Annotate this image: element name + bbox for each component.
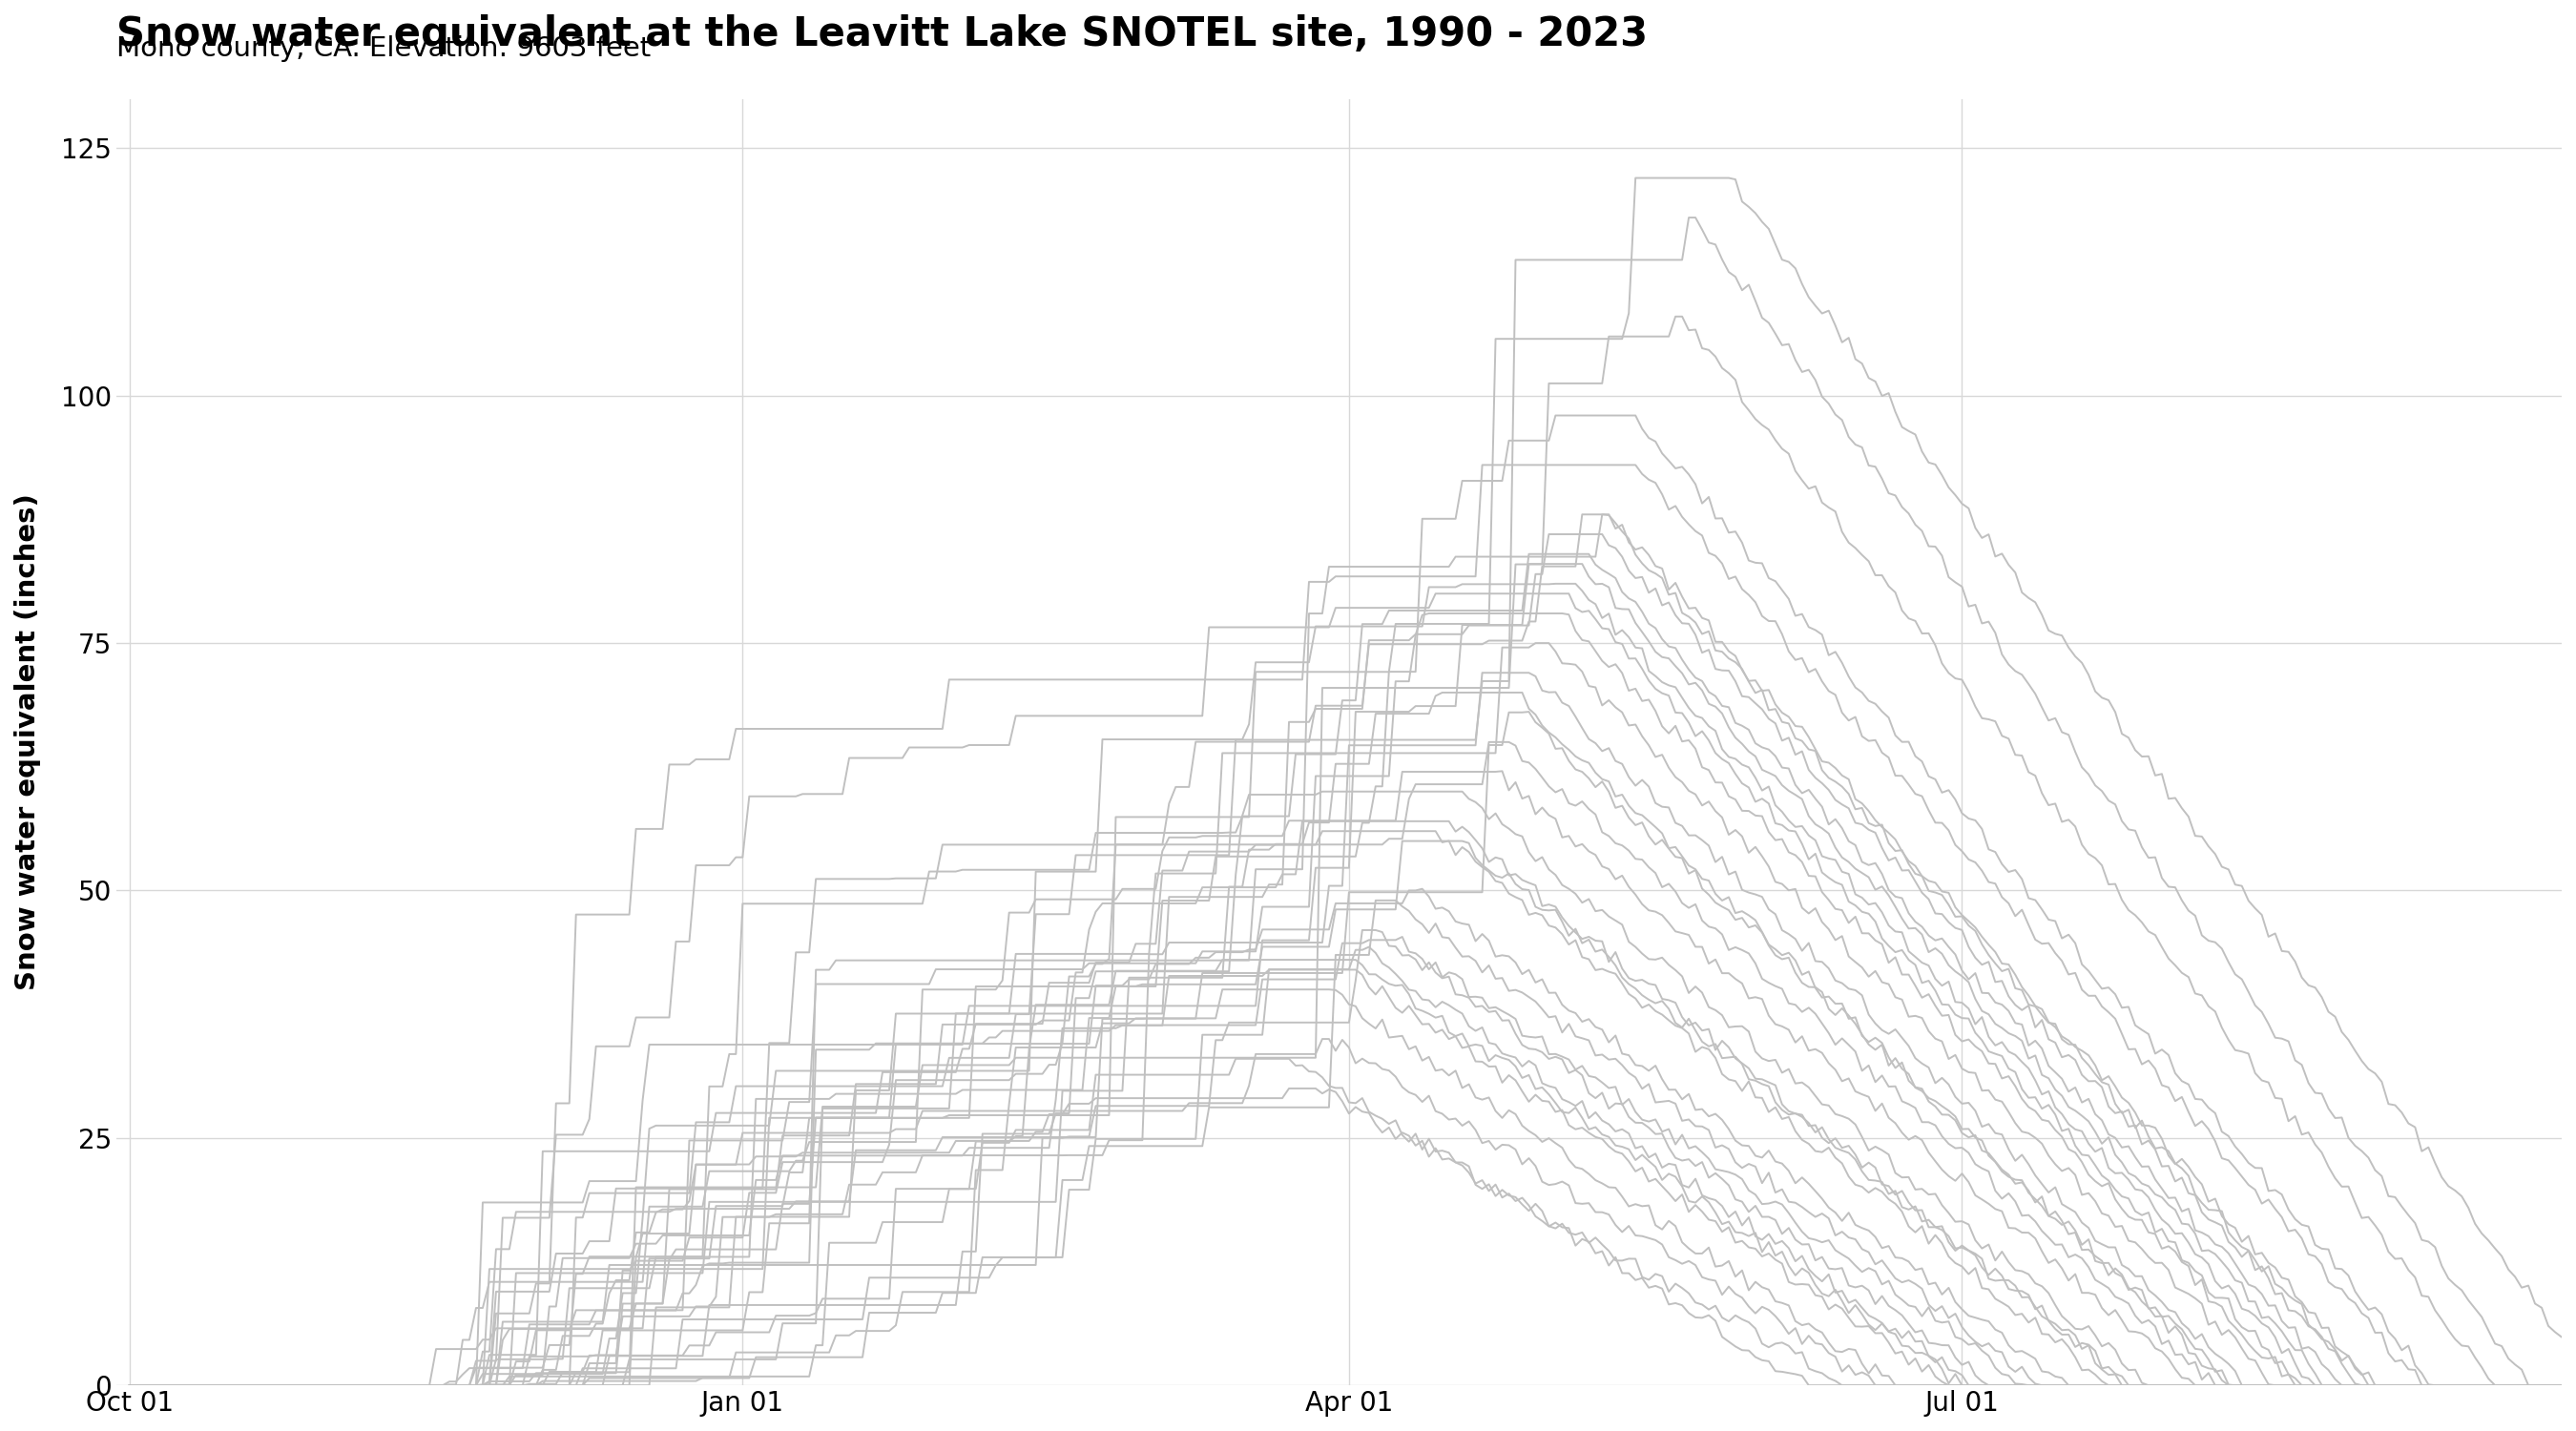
Y-axis label: Snow water equivalent (inches): Snow water equivalent (inches) [15, 494, 41, 990]
Text: Snow water equivalent at the Leavitt Lake SNOTEL site, 1990 - 2023: Snow water equivalent at the Leavitt Lak… [116, 14, 1649, 54]
Text: Mono county, CA. Elevation: 9603 feet: Mono county, CA. Elevation: 9603 feet [116, 34, 652, 62]
